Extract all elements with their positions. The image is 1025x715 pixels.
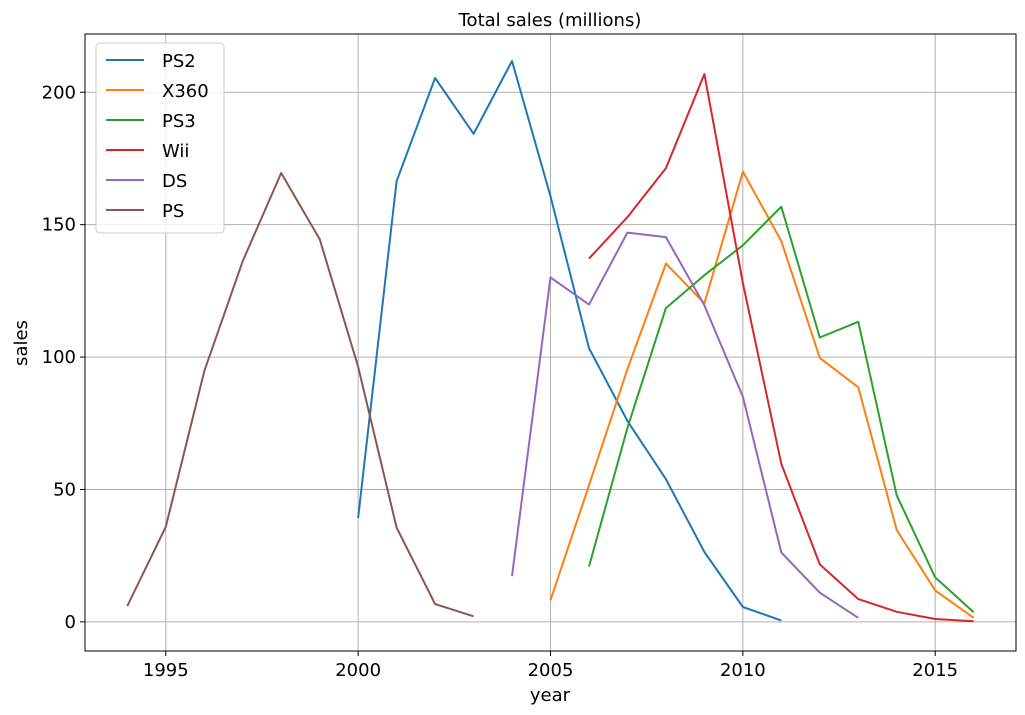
legend-label-ds: DS <box>162 171 187 192</box>
legend: PS2 X360 PS3 Wii DS PS <box>95 42 225 234</box>
legend-label-ps3: PS3 <box>162 111 196 132</box>
x-tick-label: 1995 <box>143 660 189 681</box>
series-line-x360 <box>549 170 975 619</box>
y-tick-label: 150 <box>42 215 76 236</box>
x-tick-label: 2010 <box>720 660 766 681</box>
x-tick-label: 2000 <box>335 660 381 681</box>
legend-label-ps2: PS2 <box>162 51 196 72</box>
y-axis-label: sales <box>11 320 32 366</box>
chart-title: Total sales (millions) <box>458 10 642 31</box>
x-tick-label: 2005 <box>528 660 574 681</box>
legend-label-ps: PS <box>162 201 184 222</box>
series-line-wii <box>588 73 974 623</box>
legend-label-x360: X360 <box>162 81 209 102</box>
legend-box <box>95 42 225 234</box>
grid <box>85 34 1016 651</box>
legend-label-wii: Wii <box>162 141 189 162</box>
y-tick-label: 50 <box>53 479 76 500</box>
x-axis-ticks: 1995 2000 2005 2010 2015 <box>143 651 958 681</box>
y-tick-label: 0 <box>65 612 76 633</box>
series-line-ps2 <box>357 60 782 622</box>
series-line-ps <box>126 172 474 618</box>
y-tick-label: 100 <box>42 347 76 368</box>
x-tick-label: 2015 <box>912 660 958 681</box>
series-line-ds <box>511 231 859 619</box>
x-axis-label: year <box>530 685 571 706</box>
y-tick-label: 200 <box>42 82 76 103</box>
y-axis-ticks: 0 50 100 150 200 <box>42 82 85 633</box>
series-line-ps3 <box>588 205 975 614</box>
series-lines <box>126 60 975 623</box>
